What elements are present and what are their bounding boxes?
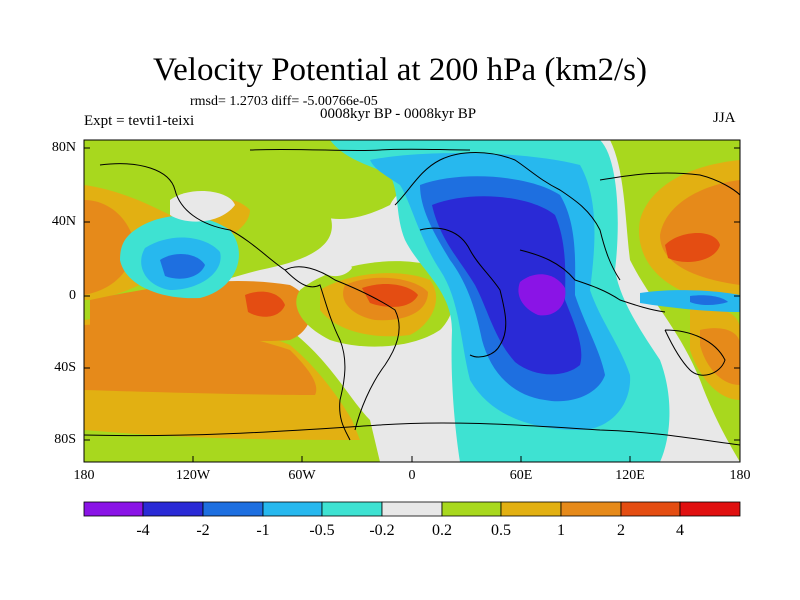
- colorbar-label: 0.5: [491, 522, 511, 539]
- y-tick-label-40n: 40N: [51, 214, 76, 229]
- colorbar-box-7: [500, 501, 562, 517]
- y-tick-label-0: 0: [69, 288, 76, 303]
- colorbar-box-3: [262, 501, 323, 517]
- colorbar-box-6: [441, 501, 502, 517]
- y-tick-label-80n: 80N: [51, 140, 76, 155]
- x-tick-label-0: 0: [408, 468, 416, 483]
- colorbar-label: -2: [196, 522, 210, 539]
- x-tick-label-60w: 60W: [288, 468, 316, 483]
- colorbar-label: -0.2: [369, 522, 395, 539]
- colorbar-box-10: [679, 501, 741, 517]
- contour-neg-1-equatorial-pacific-east: [690, 295, 728, 305]
- x-tick-label-120e: 120E: [615, 468, 645, 483]
- contour-pos-2-south: [84, 323, 317, 395]
- colorbar-label: -0.5: [309, 522, 335, 539]
- map-title: Velocity Potential at 200 hPa (km2/s): [152, 52, 648, 88]
- contour-neg-1-pacific: [160, 253, 205, 279]
- experiment-line: Expt = tevti1-teixi: [84, 113, 195, 129]
- colorbar-box-9: [620, 501, 681, 517]
- x-tick-label-180e: 180: [729, 468, 751, 483]
- contour-neg-2-africa: [432, 196, 582, 375]
- contour-zero-pacific: [170, 190, 235, 222]
- colorbar: [83, 501, 741, 517]
- contour-pos-4-sa-pacific: [245, 291, 285, 317]
- colorbar-label: 1: [557, 522, 565, 539]
- colorbar-label: 0.2: [432, 522, 452, 539]
- colorbar-label: 4: [676, 522, 684, 539]
- contour-zero-atlantic-hole: [322, 259, 352, 277]
- y-tick-label-40s: 40S: [54, 360, 76, 375]
- contour-pos-4-atlantic: [362, 284, 418, 307]
- contour-neg-4-africa: [518, 274, 566, 316]
- coastlines: [84, 148, 740, 446]
- tick-marks: [83, 147, 741, 462]
- contour-pos-2-nw: [84, 200, 135, 295]
- colorbar-label: -1: [256, 522, 270, 539]
- colorbar-box-1: [142, 501, 204, 517]
- x-tick-label-180w: 180: [73, 468, 95, 483]
- colorbar-box-4: [321, 501, 383, 517]
- colorbar-label: 2: [617, 522, 625, 539]
- colorbar-box-5: [381, 501, 443, 517]
- period-line: 0008kyr BP - 0008kyr BP: [320, 106, 477, 122]
- colorbar-box-8: [560, 501, 622, 517]
- y-tick-label-80s: 80S: [54, 432, 76, 447]
- colorbar-box-2: [202, 501, 264, 517]
- contour-field: [84, 140, 740, 462]
- season-label: JJA: [713, 110, 736, 126]
- x-tick-label-60e: 60E: [509, 468, 533, 483]
- colorbar-box-0: [83, 501, 144, 517]
- contour-pos-4-east: [665, 232, 720, 262]
- stats-line: rmsd= 1.2703 diff= -5.00766e-05: [190, 94, 378, 109]
- x-tick-label-120w: 120W: [175, 468, 211, 483]
- colorbar-label: -4: [136, 522, 150, 539]
